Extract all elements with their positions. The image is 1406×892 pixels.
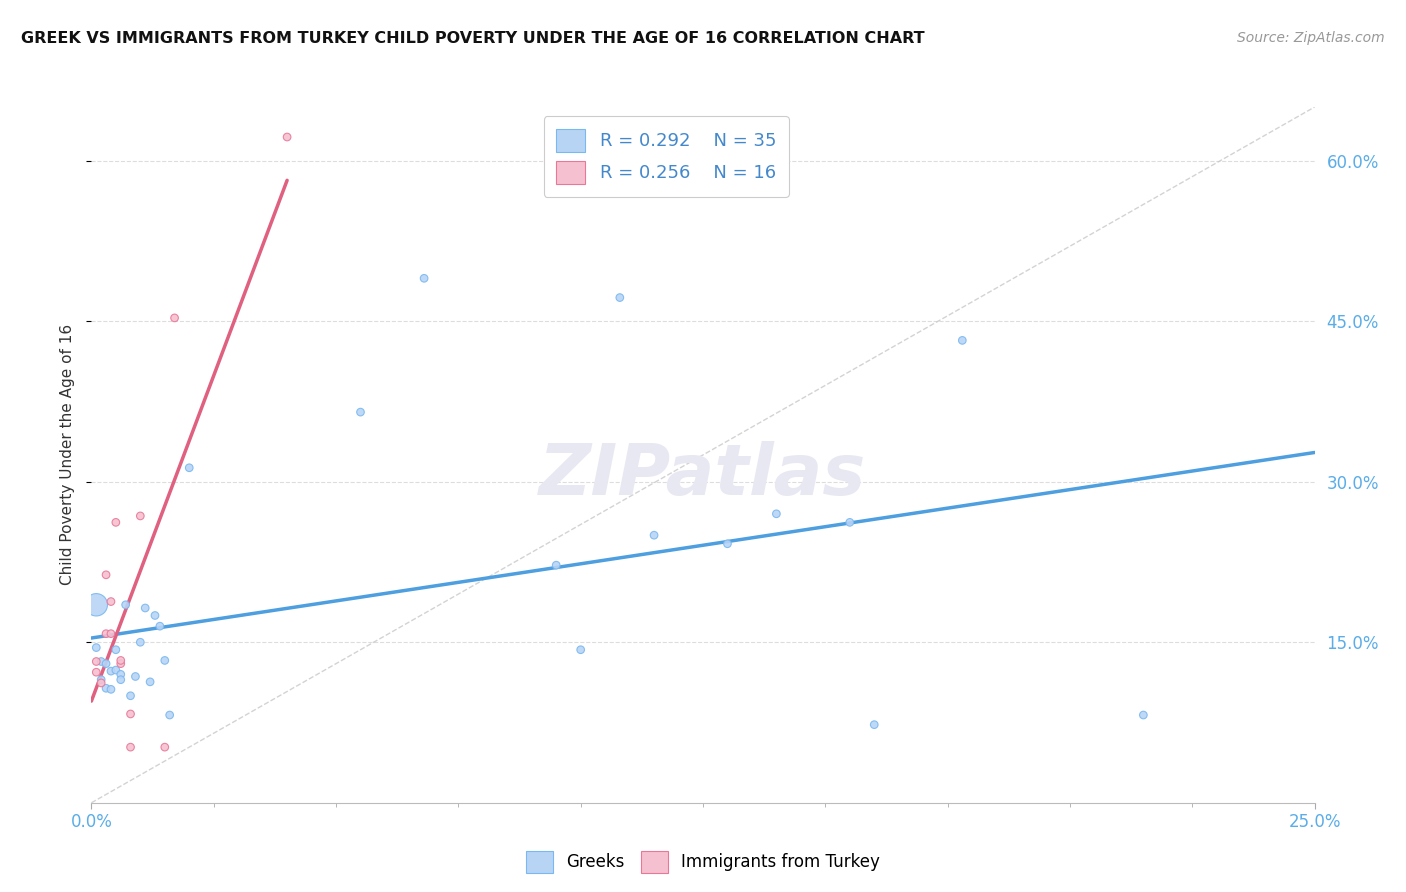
- Point: [838, 516, 860, 530]
- Point: [609, 291, 631, 305]
- Legend: R = 0.292    N = 35, R = 0.256    N = 16: R = 0.292 N = 35, R = 0.256 N = 16: [544, 116, 789, 197]
- Text: Source: ZipAtlas.com: Source: ZipAtlas.com: [1237, 31, 1385, 45]
- Point: [120, 689, 142, 703]
- Point: [90, 676, 112, 690]
- Point: [163, 310, 186, 325]
- Point: [84, 640, 107, 655]
- Point: [129, 635, 152, 649]
- Text: ZIPatlas: ZIPatlas: [540, 442, 866, 510]
- Point: [716, 537, 738, 551]
- Point: [179, 460, 201, 475]
- Point: [120, 706, 142, 721]
- Point: [84, 598, 107, 612]
- Point: [94, 567, 117, 582]
- Point: [124, 669, 146, 683]
- Point: [276, 130, 298, 145]
- Point: [104, 516, 127, 530]
- Y-axis label: Child Poverty Under the Age of 16: Child Poverty Under the Age of 16: [60, 325, 76, 585]
- Point: [143, 608, 166, 623]
- Point: [120, 740, 142, 755]
- Point: [139, 674, 162, 689]
- Point: [129, 508, 152, 523]
- Point: [546, 558, 568, 573]
- Point: [950, 334, 973, 348]
- Legend: Greeks, Immigrants from Turkey: Greeks, Immigrants from Turkey: [519, 845, 887, 880]
- Point: [100, 594, 122, 608]
- Point: [863, 717, 886, 731]
- Point: [110, 657, 132, 671]
- Point: [114, 598, 136, 612]
- Point: [349, 405, 371, 419]
- Point: [159, 708, 181, 723]
- Point: [90, 673, 112, 687]
- Point: [100, 664, 122, 678]
- Point: [413, 271, 436, 285]
- Point: [94, 657, 117, 671]
- Point: [84, 655, 107, 669]
- Point: [569, 642, 592, 657]
- Point: [104, 663, 127, 677]
- Point: [100, 682, 122, 697]
- Point: [1132, 708, 1154, 723]
- Point: [84, 665, 107, 680]
- Point: [90, 655, 112, 669]
- Text: GREEK VS IMMIGRANTS FROM TURKEY CHILD POVERTY UNDER THE AGE OF 16 CORRELATION CH: GREEK VS IMMIGRANTS FROM TURKEY CHILD PO…: [21, 31, 925, 46]
- Point: [110, 673, 132, 687]
- Point: [104, 642, 127, 657]
- Point: [110, 653, 132, 667]
- Point: [765, 507, 787, 521]
- Point: [110, 667, 132, 681]
- Point: [94, 681, 117, 696]
- Point: [94, 626, 117, 640]
- Point: [643, 528, 665, 542]
- Point: [153, 740, 176, 755]
- Point: [134, 601, 156, 615]
- Point: [100, 626, 122, 640]
- Point: [153, 653, 176, 667]
- Point: [149, 619, 172, 633]
